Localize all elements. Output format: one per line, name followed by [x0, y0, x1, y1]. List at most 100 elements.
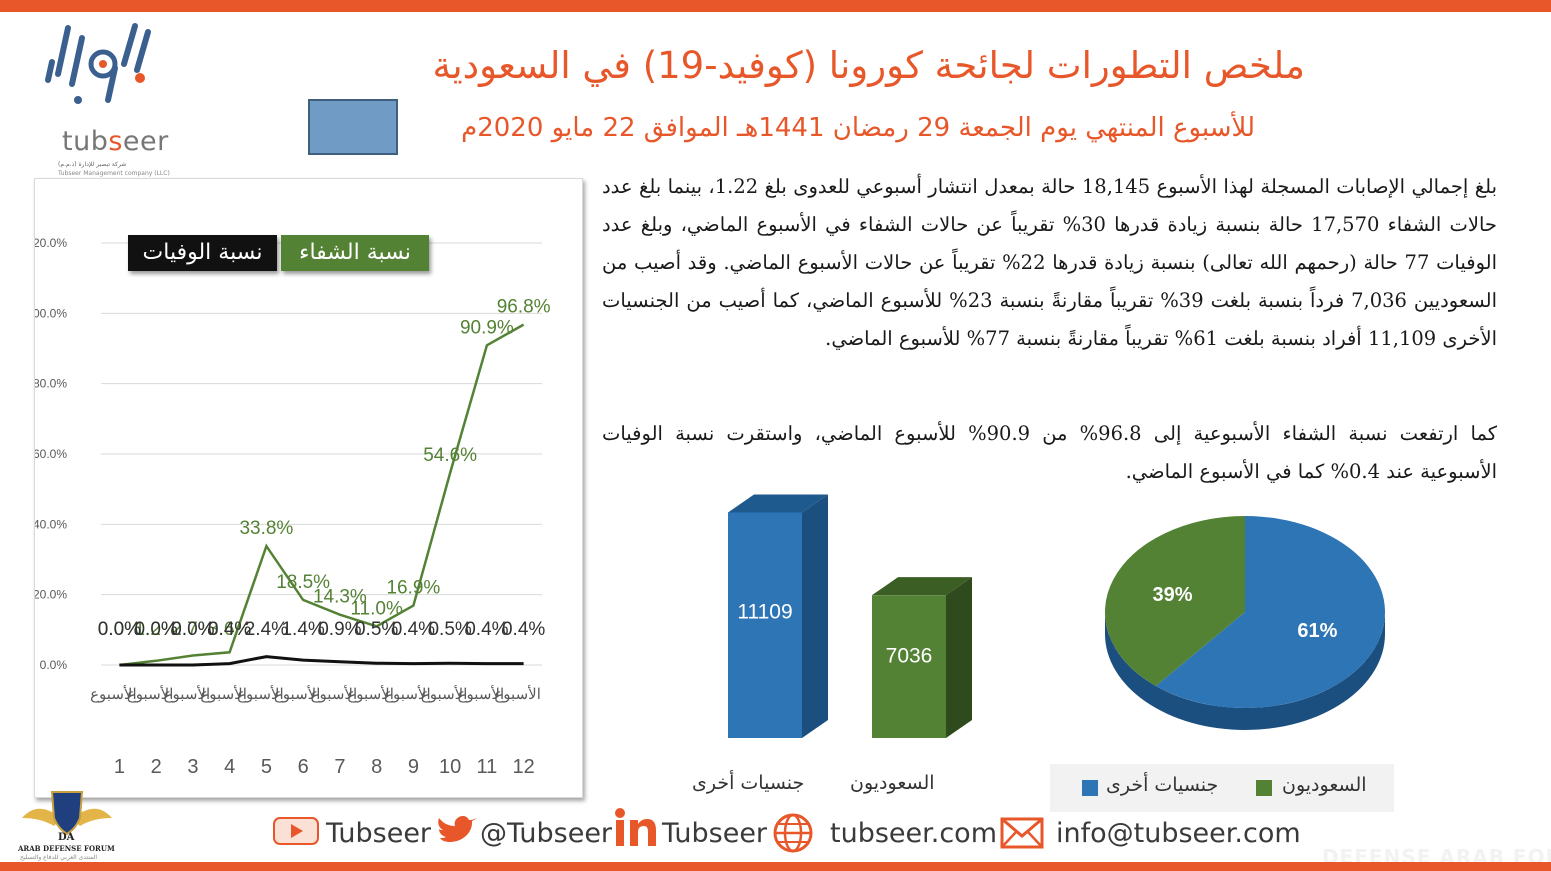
logo-tagline-ar: شركة تبصير للإدارة (ذ.م.م) — [58, 161, 127, 168]
y-tick-label: 0.0% — [40, 658, 68, 672]
x-tick-word: الأسبوع — [127, 685, 174, 703]
recovery-data-label: 3.6% — [208, 619, 251, 640]
bottom-accent-bar — [0, 862, 1551, 871]
y-tick-label: 60.0% — [35, 447, 67, 461]
recovery-data-label: 96.8% — [497, 297, 551, 318]
x-tick-word: الأسبوع — [237, 685, 284, 703]
deaths-data-label: 0.0% — [171, 619, 214, 640]
pie-slice-label: 39% — [1153, 584, 1193, 606]
rates-line-chart: 0.0%20.0%40.0%60.0%80.0%100.0%120.0%0.0%… — [34, 178, 583, 798]
legend-swatch-saudis — [1256, 780, 1272, 796]
bar-value-label: 11109 — [737, 600, 792, 623]
bar-top-face — [728, 494, 828, 513]
footer-twitter-link[interactable]: @Tubseer — [480, 818, 613, 849]
email-icon[interactable] — [1000, 816, 1044, 850]
deaths-data-label: 0.5% — [355, 619, 398, 640]
bar-top-face — [872, 577, 972, 596]
recovery-data-label: 90.9% — [460, 317, 514, 338]
x-tick-number: 2 — [151, 756, 162, 778]
x-tick-word: الأسبوع — [494, 685, 541, 703]
emblem-initials: DA — [58, 832, 75, 843]
deaths-data-label: 0.4% — [465, 619, 508, 640]
recovery-data-label: 11.0% — [350, 598, 403, 619]
twitter-icon[interactable] — [437, 812, 479, 848]
deaths-data-label: 0.4% — [502, 619, 545, 640]
recovery-data-label: 33.8% — [239, 518, 293, 539]
deaths-series-line — [119, 655, 524, 667]
x-tick-word: الأسبوع — [200, 685, 247, 703]
pie-slice-label: 61% — [1297, 620, 1337, 642]
y-tick-label: 100.0% — [35, 306, 67, 320]
footer-website-link[interactable]: tubseer.com — [830, 818, 997, 849]
linkedin-icon[interactable] — [614, 808, 658, 848]
footer-linkedin-link[interactable]: Tubseer — [662, 818, 768, 849]
x-tick-number: 7 — [334, 756, 345, 778]
watermark-forum-name: ARAB DEFENSE FORUM — [18, 844, 115, 853]
recovery-data-label: 0.0% — [98, 619, 141, 640]
x-tick-number: 5 — [261, 756, 272, 778]
deaths-data-label: 0.5% — [428, 619, 471, 640]
arab-defense-forum-emblem-icon: DA — [22, 791, 112, 843]
y-tick-label: 40.0% — [35, 517, 67, 531]
bar — [872, 595, 946, 738]
x-tick-number: 1 — [114, 756, 125, 778]
recovery-data-label: 2.7% — [171, 619, 214, 640]
x-tick-number: 6 — [298, 756, 309, 778]
deaths-data-label: 0.9% — [318, 619, 361, 640]
pie-slice — [1105, 516, 1245, 686]
x-tick-word: الأسبوع — [458, 685, 505, 703]
pie-slice — [1155, 516, 1385, 708]
x-tick-number: 9 — [408, 756, 419, 778]
x-tick-word: الأسبوع — [311, 685, 358, 703]
summary-paragraph-2: كما ارتفعت نسبة الشفاء الأسبوعية إلى 96.… — [602, 422, 1497, 483]
top-accent-bar — [0, 0, 1551, 12]
youtube-icon[interactable] — [273, 816, 319, 846]
x-tick-number: 8 — [371, 756, 382, 778]
bar-value-label: 7036 — [886, 644, 933, 667]
logo-tagline-en: Tubseer Management company (LLC) — [58, 170, 170, 177]
recovery-data-label: 16.9% — [386, 578, 440, 599]
deaths-data-label: 0.0% — [134, 619, 177, 640]
tubseer-logo: tubseer شركة تبصير للإدارة (ذ.م.م) Tubse… — [20, 18, 200, 177]
deaths-data-label: 1.4% — [281, 619, 324, 640]
bar-side-face — [802, 494, 828, 738]
legend-label-others: جنسيات أخرى — [1106, 774, 1219, 796]
year-highlight-box — [308, 99, 398, 155]
y-tick-label: 80.0% — [35, 377, 67, 391]
pie-depth-side — [1105, 612, 1385, 730]
deaths-data-label: 2.4% — [245, 619, 288, 640]
x-tick-word: الأسبوع — [90, 685, 137, 703]
summary-paragraph-1: بلغ إجمالي الإصابات المسجلة لهذا الأسبوع… — [602, 175, 1497, 350]
recovery-data-label: 18.5% — [276, 572, 330, 593]
x-tick-number: 4 — [224, 756, 235, 778]
x-tick-number: 12 — [513, 756, 535, 778]
x-tick-number: 10 — [439, 756, 461, 778]
bar-category-others: جنسيات أخرى — [692, 772, 805, 794]
recovery-data-label: 1.2% — [134, 619, 177, 640]
globe-icon[interactable] — [772, 812, 814, 854]
legend-label-saudis: السعوديون — [1282, 774, 1367, 796]
recovery-data-label: 14.3% — [313, 587, 367, 608]
x-tick-word: الأسبوع — [274, 685, 321, 703]
watermark-forum-name-ar: المنتدى العربي للدفاع والتسليح — [20, 854, 97, 861]
page-title: ملخص التطورات لجائحة كورونا (كوفيد-19) ف… — [432, 44, 1305, 87]
logo-mark-icon — [45, 23, 151, 104]
x-tick-number: 3 — [187, 756, 198, 778]
footer-email-link[interactable]: info@tubseer.com — [1056, 818, 1301, 849]
page-subtitle: للأسبوع المنتهي يوم الجمعة 29 رمضان 1441… — [461, 113, 1255, 143]
legend-swatch-others — [1082, 780, 1098, 796]
recovery-data-label: 54.6% — [423, 445, 477, 466]
x-tick-word: الأسبوع — [421, 685, 468, 703]
x-tick-word: الأسبوع — [347, 685, 394, 703]
bar-category-saudis: السعوديون — [850, 772, 935, 794]
logo-wordmark: tubseer — [62, 126, 169, 157]
cases-bar-chart: 11109 7036 — [728, 494, 972, 738]
bar — [728, 512, 802, 738]
x-tick-number: 11 — [476, 756, 497, 778]
pie-legend: جنسيات أخرى السعوديون — [1050, 764, 1394, 812]
deaths-data-label: 0.4% — [208, 619, 251, 640]
x-tick-word: الأسبوع — [384, 685, 431, 703]
y-tick-label: 20.0% — [35, 588, 67, 602]
line-chart-svg: 0.0%20.0%40.0%60.0%80.0%100.0%120.0%0.0%… — [35, 236, 551, 778]
footer-youtube-link[interactable]: Tubseer — [326, 818, 432, 849]
